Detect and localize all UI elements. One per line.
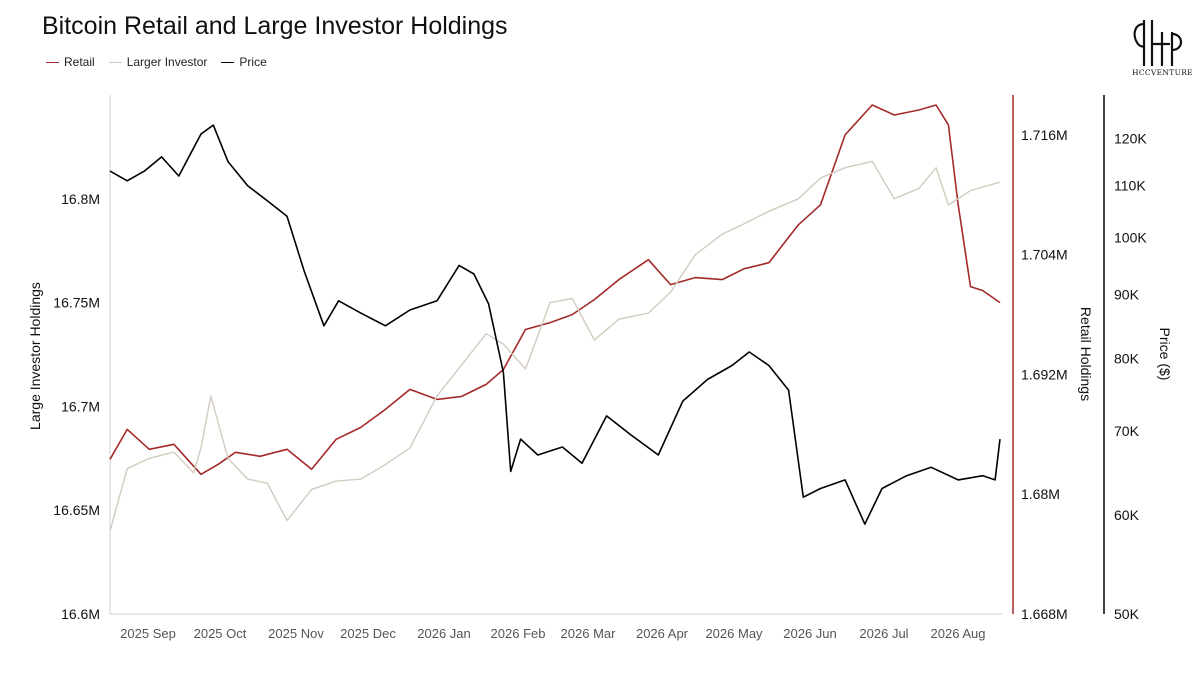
price-axis-tick-label: 120K <box>1114 130 1147 146</box>
price-axis-tick-label: 70K <box>1114 423 1140 439</box>
price-axis-tick-label: 90K <box>1114 287 1140 303</box>
x-axis-tick-label: 2026 Aug <box>931 626 986 641</box>
series-line-larger-investor <box>109 160 1001 532</box>
series-layer <box>109 104 1001 532</box>
legend: Retail Larger Investor Price <box>46 55 267 69</box>
left-axis-tick-label: 16.7M <box>61 398 100 414</box>
legend-swatch-price <box>221 61 235 63</box>
price-axis-tick-label: 110K <box>1114 178 1146 194</box>
x-axis-tick-label: 2025 Oct <box>194 626 247 641</box>
x-axis-tick-label: 2025 Dec <box>340 626 396 641</box>
price-axis-title: Price ($) <box>1157 328 1173 381</box>
x-axis-tick-label: 2026 Jul <box>859 626 908 641</box>
legend-item-retail: Retail <box>46 55 95 69</box>
retail-axis-tick-label: 1.716M <box>1021 127 1068 143</box>
left-axis-tick-label: 16.65M <box>53 502 100 518</box>
x-axis-tick-label: 2026 Jun <box>783 626 837 641</box>
price-axis-tick-label: 50K <box>1114 606 1140 622</box>
series-line-retail <box>109 104 1001 476</box>
legend-label-price: Price <box>239 55 267 69</box>
x-axis-tick-label: 2026 Feb <box>491 626 546 641</box>
retail-axis-tick-label: 1.704M <box>1021 247 1068 263</box>
retail-axis-tick-label: 1.68M <box>1021 486 1060 502</box>
x-axis-tick-label: 2026 Jan <box>417 626 471 641</box>
x-axis-tick-label: 2025 Nov <box>268 626 324 641</box>
left-axis-tick-label: 16.8M <box>61 191 100 207</box>
left-axis-tick-label: 16.75M <box>53 295 100 311</box>
price-axis-tick-label: 100K <box>1114 230 1147 246</box>
labels-layer: 16.6M 16.65M 16.7M 16.75M 16.8M 1.668M 1.68M 1.… <box>27 127 1173 641</box>
legend-swatch-retail <box>46 61 59 63</box>
retail-axis-tick-label: 1.692M <box>1021 366 1068 382</box>
legend-item-price: Price <box>221 55 267 69</box>
price-axis-tick-label: 80K <box>1114 351 1140 367</box>
legend-label-larger-investor: Larger Investor <box>126 55 208 69</box>
left-axis-title: Large Investor Holdings <box>27 282 43 430</box>
legend-swatch-larger-investor <box>108 61 122 63</box>
price-axis-tick-label: 60K <box>1114 507 1140 523</box>
legend-item-larger-investor: Larger Investor <box>108 55 208 69</box>
axes-layer <box>109 95 1105 615</box>
x-axis-tick-label: 2025 Sep <box>120 626 176 641</box>
legend-label-retail: Retail <box>64 55 95 69</box>
hccventure-logo <box>1133 20 1183 66</box>
logo-text: HCCVENTURE <box>1132 68 1193 77</box>
retail-axis-title: Retail Holdings <box>1078 307 1094 401</box>
chart-title: Bitcoin Retail and Large Investor Holdin… <box>42 12 508 40</box>
x-axis-tick-label: 2026 May <box>705 626 763 641</box>
x-axis-tick-label: 2026 Mar <box>561 626 617 641</box>
x-axis-tick-label: 2026 Apr <box>636 626 689 641</box>
retail-axis-tick-label: 1.668M <box>1021 606 1068 622</box>
series-line-price <box>109 124 1001 525</box>
left-axis-tick-label: 16.6M <box>61 606 100 622</box>
